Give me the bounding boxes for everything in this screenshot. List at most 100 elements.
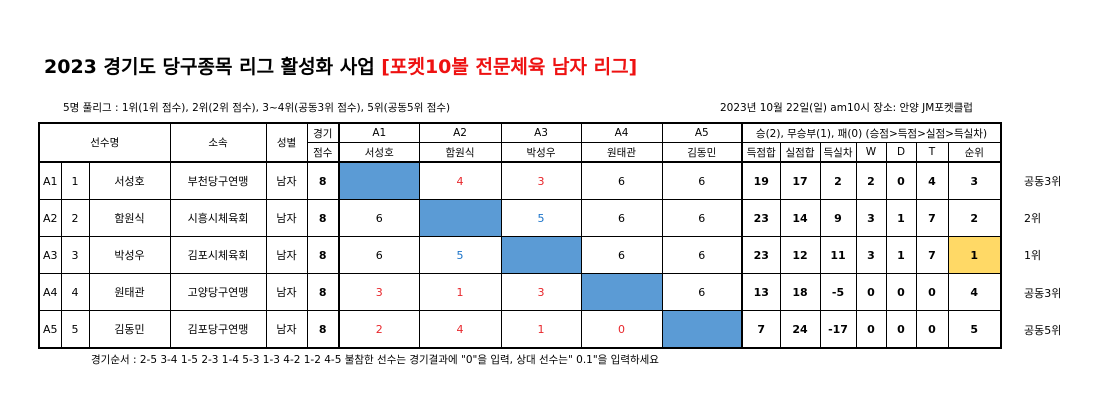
player-gender: 남자 <box>265 199 308 237</box>
draws: 1 <box>885 199 917 237</box>
opp-name-5: 김동민 <box>661 142 743 163</box>
match-score: 6 <box>580 236 663 274</box>
rank-cell: 3 <box>947 161 1002 200</box>
match-score: 4 <box>418 161 502 200</box>
col-rank: 순위 <box>947 142 1002 163</box>
match-score: 1 <box>418 273 502 311</box>
player-code: A1 <box>38 161 62 200</box>
match-score: 6 <box>580 161 663 200</box>
player-name: 원태관 <box>88 273 171 311</box>
points-diff: 11 <box>819 236 857 274</box>
points-diff: -5 <box>819 273 857 311</box>
diagonal-cell <box>500 236 582 274</box>
player-club: 고양당구연맹 <box>169 273 267 311</box>
player-name: 함원식 <box>88 199 171 237</box>
points-against: 24 <box>779 310 821 349</box>
player-gender: 남자 <box>265 161 308 200</box>
player-code: A3 <box>38 236 62 274</box>
draws: 0 <box>885 273 917 311</box>
points-for: 19 <box>741 161 781 200</box>
total: 0 <box>915 273 949 311</box>
diagonal-cell <box>418 199 502 237</box>
diagonal-cell <box>580 273 663 311</box>
player-name: 서성호 <box>88 161 171 200</box>
col-games-top: 경기 <box>306 122 340 143</box>
player-name: 박성우 <box>88 236 171 274</box>
match-score: 6 <box>338 199 420 237</box>
player-gender: 남자 <box>265 310 308 349</box>
opp-name-2: 함원식 <box>418 142 502 163</box>
player-number: 2 <box>60 199 90 237</box>
match-score: 6 <box>661 161 743 200</box>
match-score: 6 <box>338 236 420 274</box>
points-against: 17 <box>779 161 821 200</box>
table-row: A5 5 김동민 김포당구연맹 남자 8 2 4 1 0 7 24 -17 0 0 0 5 <box>38 310 1002 349</box>
points-for: 7 <box>741 310 781 349</box>
match-score: 3 <box>338 273 420 311</box>
player-club: 김포당구연맹 <box>169 310 267 349</box>
opp-code-4: A4 <box>580 122 663 143</box>
total: 7 <box>915 199 949 237</box>
col-gender: 성별 <box>265 122 308 163</box>
col-points-against: 실점합 <box>779 142 821 163</box>
col-points-diff: 득실차 <box>819 142 857 163</box>
player-code: A2 <box>38 199 62 237</box>
points-diff: 2 <box>819 161 857 200</box>
col-club: 소속 <box>169 122 267 163</box>
wins: 0 <box>855 273 887 311</box>
col-wins: W <box>855 142 887 163</box>
match-score: 6 <box>661 273 743 311</box>
player-gender: 남자 <box>265 273 308 311</box>
title-highlight: [포켓10볼 전문체육 남자 리그] <box>381 56 638 78</box>
player-code: A5 <box>38 310 62 349</box>
header-row-top: 선수명 소속 성별 경기 A1 A2 A3 A4 A5 승(2), 무승부(1)… <box>38 122 1002 163</box>
opp-name-1: 서성호 <box>338 142 420 163</box>
points-against: 14 <box>779 199 821 237</box>
col-draws: D <box>885 142 917 163</box>
wins: 3 <box>855 199 887 237</box>
opp-name-4: 원태관 <box>580 142 663 163</box>
player-code: A4 <box>38 273 62 311</box>
player-gender: 남자 <box>265 236 308 274</box>
wins: 2 <box>855 161 887 200</box>
match-score: 0 <box>580 310 663 349</box>
games-count: 8 <box>306 199 340 237</box>
match-score: 6 <box>661 199 743 237</box>
match-score: 5 <box>500 199 582 237</box>
points-for: 23 <box>741 236 781 274</box>
points-against: 12 <box>779 236 821 274</box>
wins: 0 <box>855 310 887 349</box>
match-score: 3 <box>500 273 582 311</box>
opp-code-5: A5 <box>661 122 743 143</box>
points-for: 13 <box>741 273 781 311</box>
player-club: 김포시체육회 <box>169 236 267 274</box>
match-score: 5 <box>418 236 502 274</box>
diagonal-cell <box>661 310 743 349</box>
player-number: 5 <box>60 310 90 349</box>
result-label: 2위 <box>1024 212 1042 225</box>
total: 7 <box>915 236 949 274</box>
col-games-bottom: 점수 <box>306 142 340 163</box>
match-score: 1 <box>500 310 582 349</box>
draws: 0 <box>885 161 917 200</box>
result-label: 1위 <box>1024 249 1042 262</box>
table-row: A4 4 원태관 고양당구연맹 남자 8 3 1 3 6 13 18 -5 0 0 0 4 <box>38 273 1002 311</box>
match-score: 4 <box>418 310 502 349</box>
col-total: T <box>915 142 949 163</box>
table-row: A3 3 박성우 김포시체육회 남자 8 6 5 6 6 23 12 11 3 1 7 1 <box>38 236 1002 274</box>
table-row: A1 1 서성호 부천당구연맹 남자 8 4 3 6 6 19 17 2 2 0 4 3 <box>38 161 1002 200</box>
result-label: 공동3위 <box>1024 175 1062 188</box>
draws: 0 <box>885 310 917 349</box>
player-number: 3 <box>60 236 90 274</box>
games-count: 8 <box>306 273 340 311</box>
rank-cell: 5 <box>947 310 1002 349</box>
league-table: 선수명 소속 성별 경기 A1 A2 A3 A4 A5 승(2), 무승부(1)… <box>38 122 1002 349</box>
opp-code-3: A3 <box>500 122 582 143</box>
match-score: 3 <box>500 161 582 200</box>
draws: 1 <box>885 236 917 274</box>
games-count: 8 <box>306 161 340 200</box>
match-score: 6 <box>661 236 743 274</box>
total: 4 <box>915 161 949 200</box>
player-name: 김동민 <box>88 310 171 349</box>
player-number: 4 <box>60 273 90 311</box>
